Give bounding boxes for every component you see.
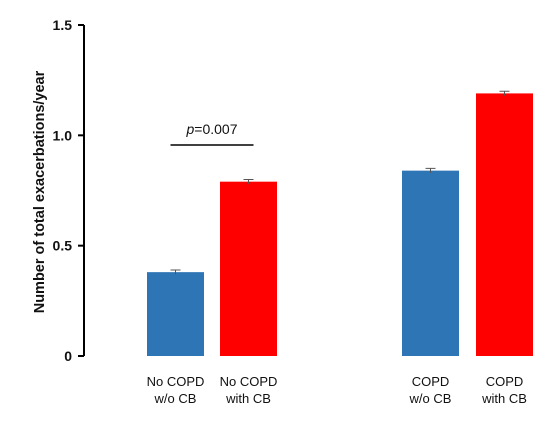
error-bar [170,269,181,275]
x-category-label: No COPD [220,374,278,389]
bar [147,272,204,356]
y-tick-label: 1.0 [53,127,73,143]
bar [402,170,459,356]
error-bar [243,178,254,184]
x-category-label: w/o CB [409,391,452,406]
y-tick-label: 1.5 [53,17,73,33]
bar [476,93,533,356]
x-category-label: COPD [412,374,450,389]
x-category-label: COPD [486,374,524,389]
p-value-label: p=0.007 [185,121,237,137]
x-category-label: with CB [481,391,527,406]
p-value-annotation: p=0.007 [170,121,254,146]
bars [147,90,533,356]
bar [220,181,277,356]
p-value-number: =0.007 [194,121,237,137]
error-bar [499,90,510,96]
x-category-label: No COPD [147,374,205,389]
category-labels: No COPD w/o CB No COPD with CB COPD w/o CB COP… [147,374,527,406]
x-category-label: w/o CB [154,391,197,406]
y-tick-label: 0 [64,348,72,364]
y-tick-label: 0.5 [53,238,73,254]
y-axis-label: Number of total exacerbations/year [32,70,48,313]
p-value-symbol: p [185,121,194,137]
error-bar [425,167,436,173]
y-axis-ticks: 0 0.5 1.0 1.5 [53,17,84,364]
x-category-label: with CB [225,391,271,406]
